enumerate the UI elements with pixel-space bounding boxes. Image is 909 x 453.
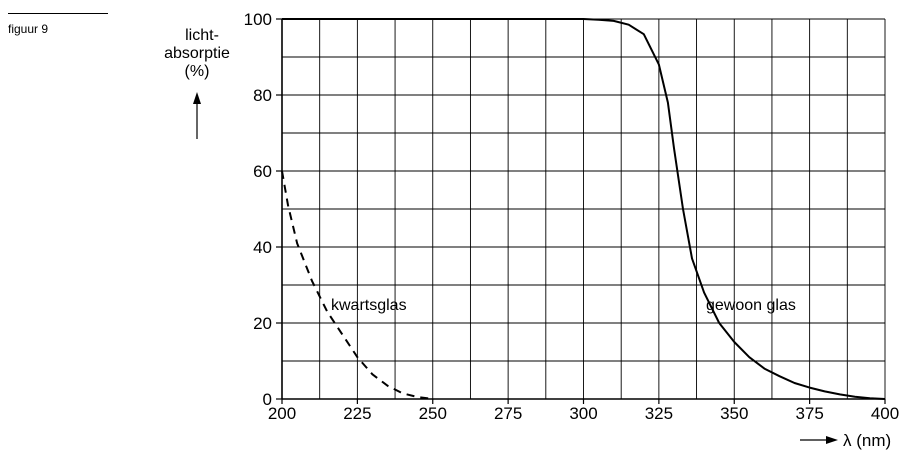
series-line-gewoon-glas	[282, 18, 886, 400]
x-tick-label: 325	[645, 404, 673, 423]
y-tick-label: 40	[253, 238, 272, 257]
figure-label: figuur 9	[8, 22, 49, 36]
series-label-kwartsglas: kwartsglas	[331, 297, 407, 314]
x-axis-arrow-head	[826, 436, 838, 444]
series-line-kwartsglas	[281, 170, 433, 400]
x-tick-label: 375	[795, 404, 823, 423]
y-tick-label: 20	[253, 314, 272, 333]
y-axis-arrow-head	[193, 92, 201, 104]
y-axis-label-line: (%)	[185, 63, 210, 80]
x-tick-label: 250	[419, 404, 447, 423]
y-axis-label-line: absorptie	[164, 45, 230, 62]
chart-series	[281, 18, 886, 400]
y-tick-label: 0	[263, 390, 272, 409]
y-axis-label-line: licht-	[185, 27, 219, 44]
x-tick-label: 300	[569, 404, 597, 423]
x-tick-label: 400	[871, 404, 899, 423]
x-tick-label: 200	[268, 404, 296, 423]
y-tick-label: 60	[253, 162, 272, 181]
figure-label-rule	[8, 13, 108, 14]
chart-axes	[276, 18, 886, 404]
chart-labels: 200 225 250 275 300 325 350 375 400 0 20 40 60 80 100 l…	[164, 10, 899, 450]
series-label-gewoon-glas: gewoon glas	[706, 297, 796, 314]
x-axis-label: λ (nm)	[843, 431, 891, 450]
y-tick-label: 80	[253, 86, 272, 105]
y-tick-label: 100	[244, 10, 272, 29]
x-tick-label: 225	[343, 404, 371, 423]
chart-grid	[281, 18, 886, 400]
x-tick-label: 350	[720, 404, 748, 423]
x-tick-label: 275	[494, 404, 522, 423]
